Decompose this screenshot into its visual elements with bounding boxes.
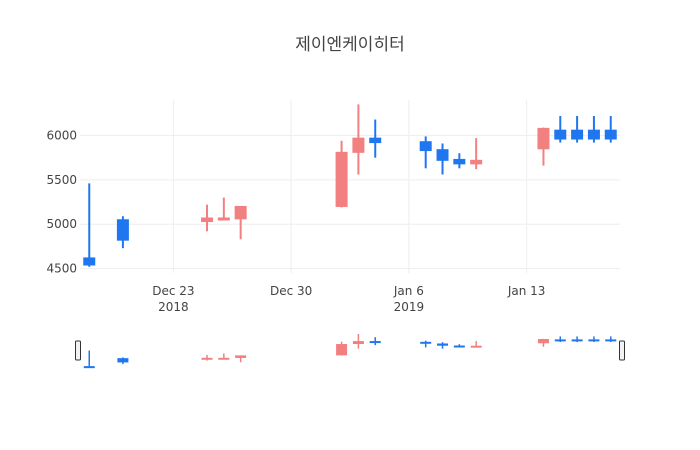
candle-body xyxy=(453,158,466,165)
x-axis: Dec 23 2018 Dec 30 Jan 6 2019 Jan 13 xyxy=(152,284,545,314)
candle xyxy=(554,115,567,143)
x-tick-year-label: 2019 xyxy=(394,300,425,314)
slider-candle-body xyxy=(235,355,247,358)
slider-candle xyxy=(470,341,482,348)
slider-candle-body xyxy=(554,339,566,342)
slider-candle-body xyxy=(352,341,364,345)
x-tick-label: Dec 30 xyxy=(270,284,312,298)
slider-candle-body xyxy=(537,339,549,344)
candle xyxy=(234,205,247,240)
y-tick-label: 5500 xyxy=(46,173,77,187)
candle-body xyxy=(201,217,214,223)
slider-candle-body xyxy=(83,366,95,369)
slider-candle-body xyxy=(369,341,381,344)
candle xyxy=(201,204,214,232)
candle-body xyxy=(83,257,96,266)
slider-candle xyxy=(201,354,213,361)
slider-candle xyxy=(437,342,449,349)
candle-body xyxy=(436,149,449,161)
candle-body xyxy=(335,151,348,207)
y-tick-label: 5000 xyxy=(46,217,77,231)
slider-candle xyxy=(218,353,230,360)
x-tick-year-label: 2018 xyxy=(158,300,189,314)
candle-body xyxy=(604,129,617,140)
slider-candle-body xyxy=(571,339,583,342)
slider-candle-body xyxy=(605,339,617,342)
candle-body xyxy=(537,127,550,150)
candle xyxy=(116,216,129,249)
candle-body xyxy=(419,141,432,152)
range-slider-left-handle[interactable] xyxy=(75,340,81,361)
slider-candle-body xyxy=(336,344,348,356)
slider-candle-body xyxy=(117,358,129,363)
candle-body xyxy=(571,129,584,140)
candle xyxy=(369,119,382,158)
slider-candle-body xyxy=(218,357,230,360)
x-tick-label: Jan 6 xyxy=(393,284,424,298)
candles xyxy=(83,104,617,267)
candle xyxy=(571,115,584,143)
candle xyxy=(537,127,550,166)
candle xyxy=(217,197,230,221)
candle-body xyxy=(234,205,247,220)
slider-candle xyxy=(605,336,617,342)
slider-candle xyxy=(117,357,129,365)
candle xyxy=(419,136,432,169)
slider-candle-body xyxy=(588,339,600,342)
candle-body xyxy=(352,137,365,153)
candle-body xyxy=(217,217,230,221)
slider-candle xyxy=(352,334,364,349)
candle xyxy=(604,115,617,143)
y-axis: 4500 5000 5500 6000 xyxy=(46,128,77,275)
candle xyxy=(83,183,96,267)
candle xyxy=(335,140,348,208)
slider-candle xyxy=(453,344,465,348)
candle-body xyxy=(116,219,129,241)
range-slider-right-handle[interactable] xyxy=(619,340,625,361)
candle xyxy=(352,104,365,175)
candle-body xyxy=(554,129,567,140)
slider-candle-body xyxy=(470,345,482,348)
x-tick-label: Jan 13 xyxy=(507,284,546,298)
slider-candle xyxy=(420,340,432,348)
slider-candle xyxy=(369,337,381,346)
candle xyxy=(453,153,466,169)
chart-title: 제이엔케이히터 xyxy=(295,35,404,55)
slider-candle xyxy=(83,350,95,369)
candle-body xyxy=(369,137,382,144)
slider-candle xyxy=(336,341,348,356)
slider-candle-body xyxy=(420,341,432,344)
slider-candle xyxy=(235,355,247,363)
candle xyxy=(587,115,600,143)
slider-candle-body xyxy=(201,357,213,360)
slider-candle xyxy=(588,336,600,342)
candle xyxy=(436,143,449,175)
slider-candle xyxy=(571,336,583,342)
slider-candle xyxy=(554,336,566,342)
candle-body xyxy=(470,159,483,165)
candle-body xyxy=(587,129,600,140)
range-slider[interactable] xyxy=(75,334,625,369)
slider-candle-body xyxy=(453,345,465,348)
y-tick-label: 6000 xyxy=(46,128,77,142)
grid-lines xyxy=(80,100,620,273)
y-tick-label: 4500 xyxy=(46,262,77,276)
candle xyxy=(470,138,483,170)
x-tick-label: Dec 23 xyxy=(152,284,194,298)
slider-candle-body xyxy=(437,343,449,346)
slider-candle xyxy=(537,338,549,347)
